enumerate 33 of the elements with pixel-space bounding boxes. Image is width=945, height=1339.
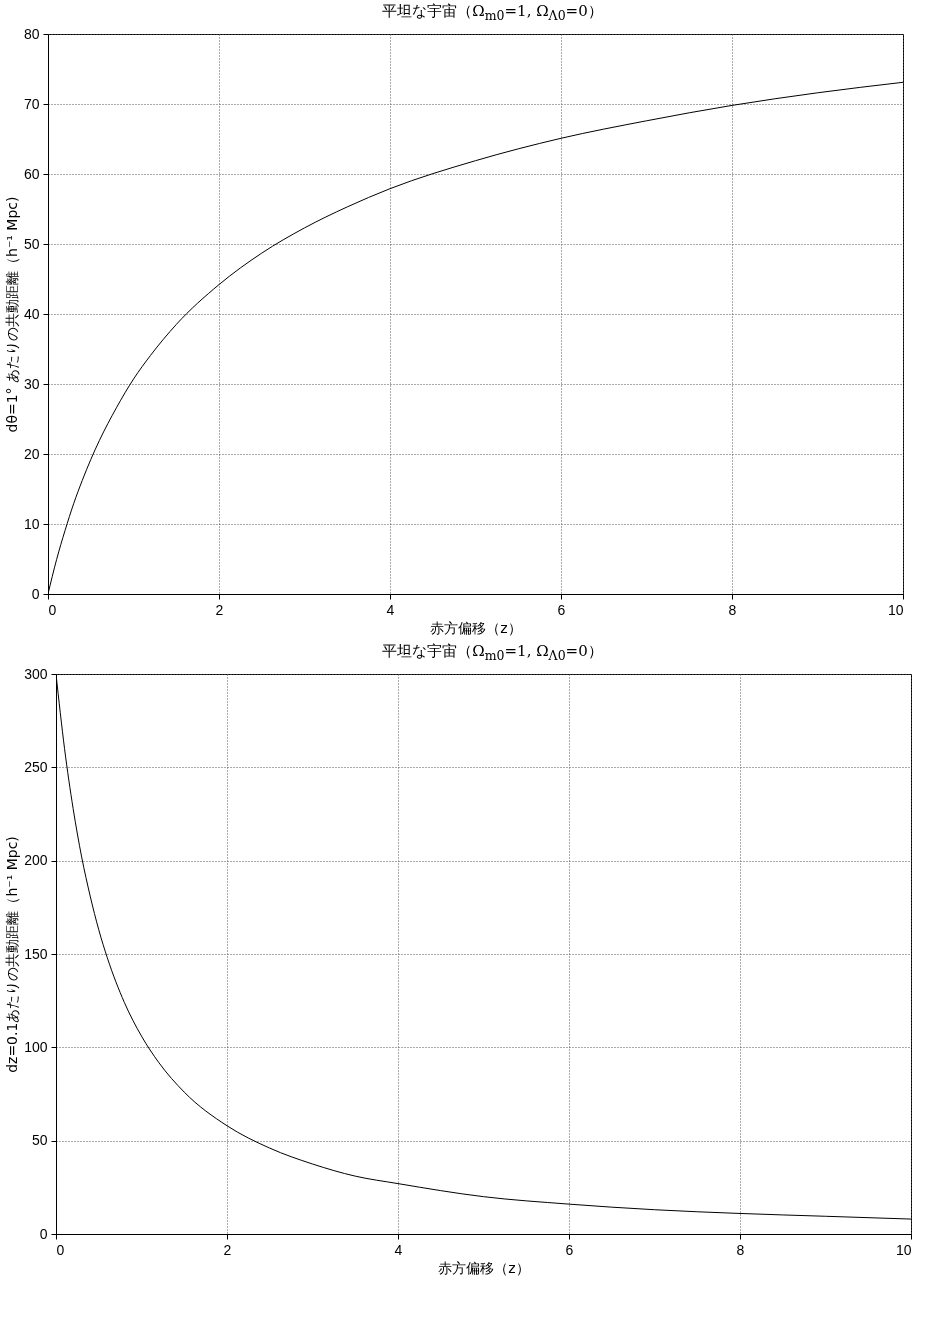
y-tick-label: 40 bbox=[23, 305, 40, 322]
y-tick-label: 20 bbox=[23, 445, 40, 462]
x-tick-label: 4 bbox=[386, 601, 395, 618]
y-tick-label: 60 bbox=[23, 165, 40, 182]
x-tick-label: 2 bbox=[223, 1241, 232, 1258]
y-tick-label: 80 bbox=[23, 25, 40, 42]
x-tick-label: 10 bbox=[895, 1241, 912, 1258]
y-tick-label: 0 bbox=[39, 1225, 48, 1242]
chart-title: 平坦な宇宙（Ω$_{m0}$=1, Ω$_{Λ0}$=0） bbox=[381, 641, 604, 663]
y-tick-label: 50 bbox=[23, 235, 40, 252]
x-tick-label: 10 bbox=[887, 601, 904, 618]
x-axis-title: 赤方偏移（z） bbox=[430, 619, 522, 636]
y-axis-title: dz=0.1あたりの共動距離（h⁻¹ Mpc) bbox=[4, 836, 21, 1073]
x-tick-label: 8 bbox=[736, 1241, 745, 1258]
x-tick-label: 4 bbox=[394, 1241, 403, 1258]
y-tick-label: 200 bbox=[24, 852, 48, 869]
x-axis-title: 赤方偏移（z） bbox=[438, 1259, 530, 1276]
y-tick-label: 30 bbox=[23, 375, 40, 392]
y-tick-label: 100 bbox=[24, 1038, 48, 1055]
y-tick-label: 250 bbox=[24, 758, 48, 775]
x-tick-label: 6 bbox=[557, 601, 566, 618]
y-tick-label: 300 bbox=[24, 665, 48, 682]
x-tick-label: 2 bbox=[215, 601, 224, 618]
y-tick-label: 70 bbox=[23, 95, 40, 112]
x-tick-label: 0 bbox=[56, 1241, 65, 1258]
y-tick-label: 150 bbox=[24, 945, 48, 962]
y-tick-label: 50 bbox=[31, 1132, 48, 1149]
x-tick-label: 8 bbox=[728, 601, 737, 618]
y-tick-label: 0 bbox=[31, 585, 40, 602]
x-tick-label: 6 bbox=[565, 1241, 574, 1258]
y-axis-title: dθ=1° あたりの共動距離（h⁻¹ Mpc) bbox=[3, 196, 20, 433]
y-tick-label: 10 bbox=[23, 515, 40, 532]
chart-title: 平坦な宇宙（Ω$_{m0}$=1, Ω$_{Λ0}$=0） bbox=[381, 1, 604, 23]
